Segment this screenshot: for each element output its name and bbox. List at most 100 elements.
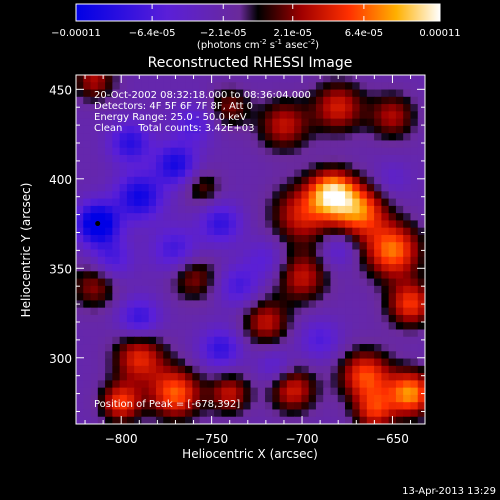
heatmap-cell (345, 111, 353, 120)
heatmap-cell (257, 329, 266, 338)
heatmap-cell (410, 387, 419, 396)
heatmap-cell (141, 307, 150, 316)
minimum-marker (95, 221, 101, 227)
heatmap-cell (395, 394, 404, 403)
heatmap-cell (206, 293, 215, 301)
heatmap-cell (301, 198, 310, 207)
heatmap-cell (417, 278, 425, 287)
heatmap-cell (359, 380, 368, 389)
heatmap-cell (134, 104, 143, 112)
heatmap-cell (410, 242, 419, 251)
heatmap-cell (243, 82, 252, 91)
heatmap-cell (395, 285, 404, 294)
heatmap-cell (214, 198, 223, 207)
heatmap-cell (148, 322, 157, 331)
heatmap-cell (381, 154, 390, 163)
heatmap-cell (83, 234, 92, 243)
heatmap-cell (345, 198, 353, 207)
heatmap-cell (308, 111, 317, 120)
heatmap-cell (395, 213, 404, 222)
heatmap-cell (155, 147, 164, 156)
heatmap-cell (265, 380, 273, 389)
heatmap-cell (323, 147, 332, 156)
y-tick-label: 350 (49, 262, 72, 276)
heatmap-cell (352, 322, 361, 331)
heatmap-cell (126, 278, 135, 287)
heatmap-cell (105, 278, 113, 287)
heatmap-cell (235, 213, 244, 222)
heatmap-cell (352, 184, 361, 192)
heatmap-cell (177, 104, 186, 112)
heatmap-cell (294, 213, 302, 222)
heatmap-cell (235, 82, 244, 91)
heatmap-cell (199, 387, 208, 396)
heatmap-cell (257, 409, 266, 418)
heatmap-cell (301, 314, 310, 323)
heatmap-cell (141, 394, 150, 403)
heatmap-cell (272, 344, 281, 352)
heatmap-cell (374, 307, 382, 316)
heatmap-cell (352, 111, 361, 120)
heatmap-cell (352, 285, 361, 294)
heatmap-cell (308, 234, 317, 243)
heatmap-cell (105, 285, 113, 294)
heatmap-cell (374, 336, 382, 345)
heatmap-cell (381, 205, 390, 214)
heatmap-cell (177, 336, 186, 345)
heatmap-cell (286, 394, 295, 403)
heatmap-cell (257, 147, 266, 156)
heatmap-cell (214, 278, 223, 287)
heatmap-cell (381, 409, 390, 418)
annotation-line: Energy Range: 25.0 - 50.0 keV (94, 112, 247, 123)
heatmap-cell (315, 387, 324, 396)
heatmap-cell (308, 147, 317, 156)
heatmap-cell (76, 213, 84, 222)
heatmap-cell (279, 285, 288, 294)
heatmap-cell (206, 104, 215, 112)
heatmap-cell (243, 169, 252, 178)
heatmap-cell (185, 198, 193, 207)
heatmap-cell (403, 89, 412, 98)
heatmap-cell (148, 264, 157, 272)
heatmap-cell (163, 351, 172, 360)
heatmap-cell (192, 249, 201, 258)
heatmap-cell (286, 271, 295, 280)
heatmap-cell (243, 351, 252, 360)
heatmap-cell (272, 416, 281, 424)
heatmap-cell (141, 300, 150, 309)
heatmap-cell (345, 293, 353, 301)
heatmap-cell (286, 198, 295, 207)
heatmap-cell (410, 154, 419, 163)
heatmap-cell (323, 89, 332, 98)
heatmap-cell (272, 140, 281, 149)
heatmap-cell (83, 256, 92, 265)
heatmap-cell (228, 285, 237, 294)
heatmap-cell (228, 205, 237, 214)
heatmap-cell (374, 409, 382, 418)
heatmap-cell (265, 234, 273, 243)
heatmap-cell (250, 394, 259, 403)
heatmap-cell (192, 358, 201, 367)
heatmap-cell (395, 227, 404, 236)
heatmap-cell (410, 213, 419, 222)
heatmap-cell (294, 220, 302, 229)
heatmap-cell (105, 104, 113, 112)
heatmap-cell (337, 154, 346, 163)
heatmap-cell (134, 256, 143, 265)
heatmap-cell (177, 234, 186, 243)
heatmap-cell (97, 140, 106, 149)
heatmap-cell (403, 154, 412, 163)
heatmap-cell (134, 249, 143, 258)
heatmap-cell (279, 169, 288, 178)
heatmap-cell (235, 344, 244, 352)
heatmap-cell (395, 169, 404, 178)
heatmap-cell (315, 380, 324, 389)
heatmap-cell (272, 365, 281, 374)
heatmap-cell (388, 409, 397, 418)
heatmap-cell (257, 307, 266, 316)
heatmap-cell (323, 184, 332, 192)
heatmap-cell (410, 140, 419, 149)
heatmap-cell (170, 271, 179, 280)
heatmap-cell (315, 249, 324, 258)
heatmap-cell (323, 271, 332, 280)
